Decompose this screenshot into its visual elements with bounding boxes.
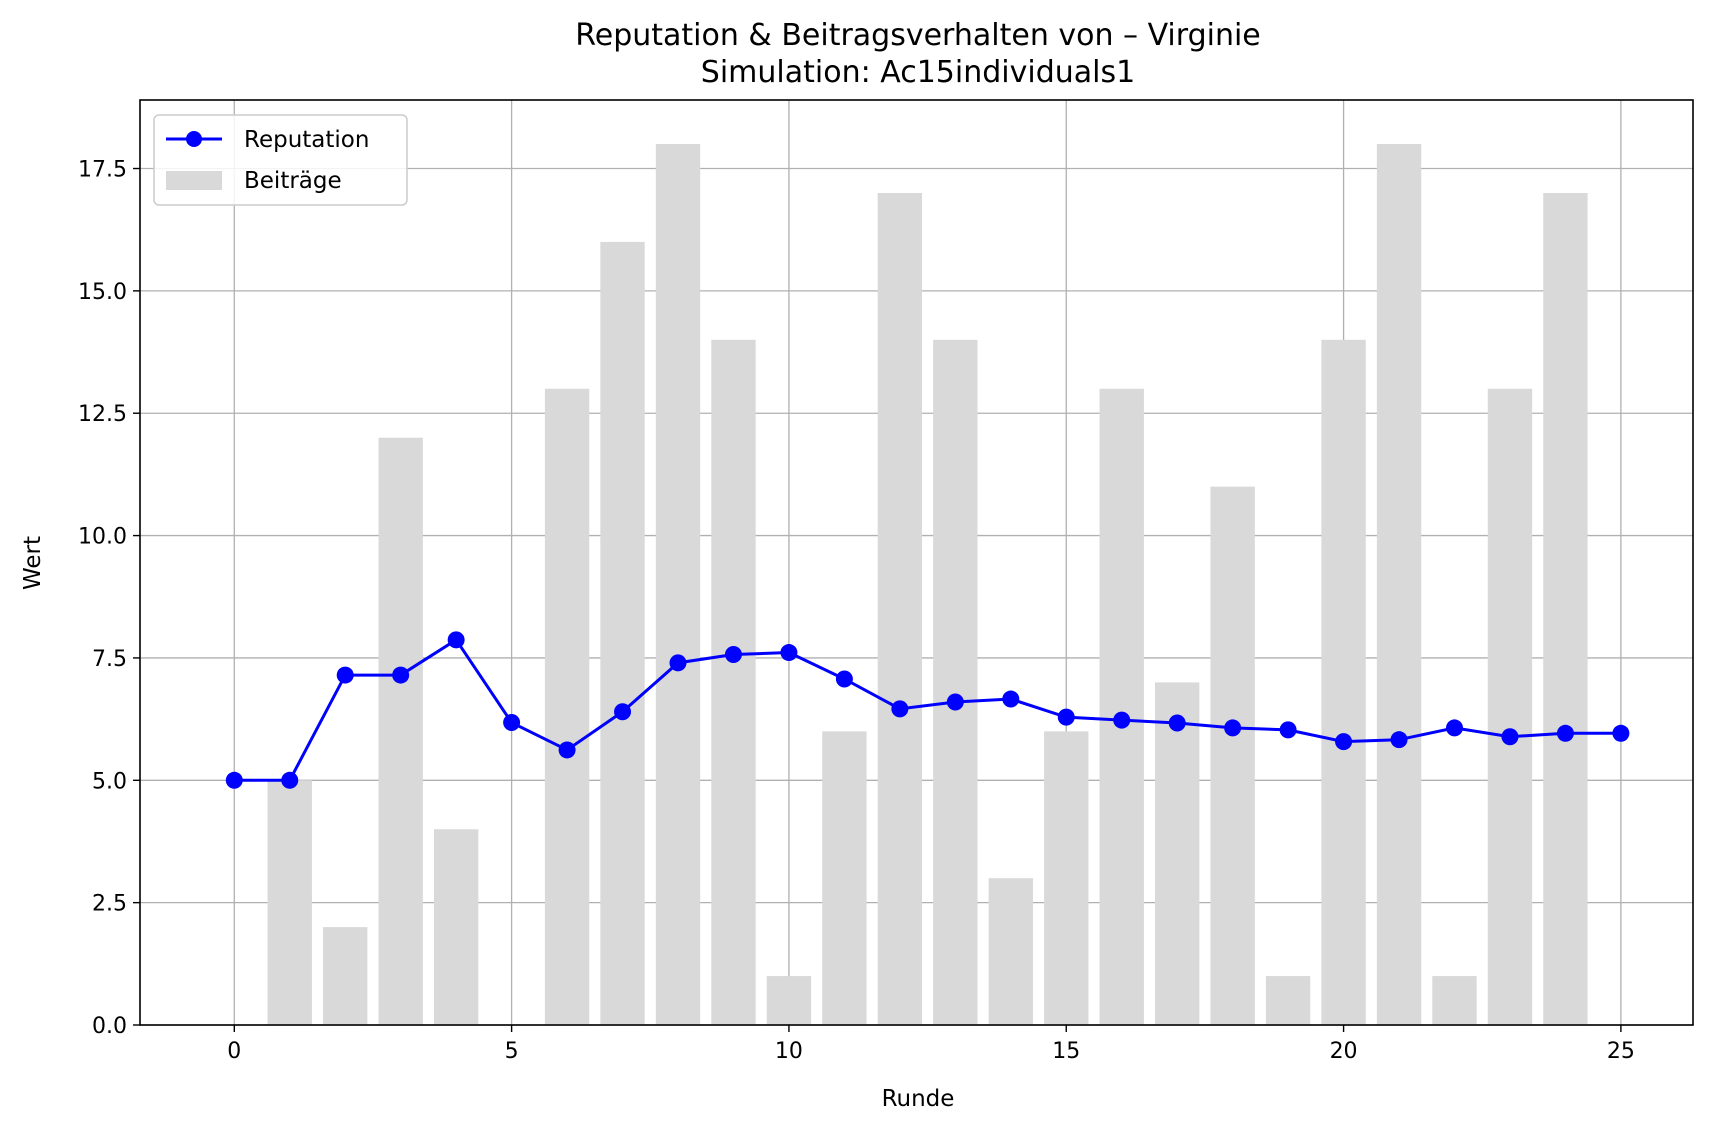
reputation-point (1335, 733, 1353, 751)
reputation-point (503, 714, 521, 732)
bar (433, 829, 479, 1025)
chart-title: Reputation & Beitragsverhalten von – Vir… (575, 18, 1261, 53)
bar (655, 144, 701, 1026)
reputation-point (1224, 719, 1242, 737)
reputation-point (225, 771, 243, 789)
legend-label-reputation: Reputation (244, 127, 369, 153)
legend-marker-swatch (186, 131, 202, 147)
reputation-point (1612, 724, 1630, 742)
bar (1376, 144, 1422, 1026)
y-tick-label: 7.5 (92, 647, 127, 672)
plot-frame (139, 99, 1694, 1026)
line-series (225, 631, 1630, 789)
bar (1154, 682, 1200, 1025)
reputation-point (1113, 711, 1131, 729)
y-tick-label: 15.0 (78, 280, 127, 305)
reputation-point (558, 741, 576, 759)
y-tick-label: 10.0 (78, 525, 127, 550)
y-axis-label: Wert (20, 536, 46, 590)
bar (267, 780, 312, 1025)
x-tick-label: 15 (1052, 1039, 1080, 1064)
y-tick-label: 2.5 (92, 892, 127, 917)
reputation-point (1390, 731, 1408, 749)
bar (600, 241, 645, 1025)
y-tick-label: 5.0 (92, 769, 127, 794)
reputation-point (780, 644, 798, 662)
y-tick-label: 17.5 (78, 158, 127, 183)
reputation-point (281, 771, 299, 789)
x-tick-label: 5 (505, 1039, 519, 1064)
reputation-point (1446, 719, 1464, 737)
reputation-point (1279, 721, 1297, 739)
legend: Reputation Beiträge (153, 114, 408, 206)
reputation-point (392, 666, 410, 684)
bar (378, 437, 423, 1025)
reputation-point (1057, 708, 1075, 726)
bar (1487, 388, 1533, 1026)
bar (1265, 976, 1311, 1025)
x-tick-label: 0 (227, 1039, 241, 1064)
bar (877, 192, 923, 1026)
bar (822, 731, 867, 1025)
bar (1543, 192, 1588, 1026)
reputation-point (891, 700, 909, 718)
reputation-point (946, 693, 964, 711)
bar (544, 388, 590, 1026)
bar (933, 339, 978, 1025)
reputation-line (234, 637, 1621, 782)
reputation-point (669, 654, 687, 672)
x-tick-label: 20 (1330, 1039, 1358, 1064)
bar (323, 927, 368, 1025)
legend-bar-swatch (166, 171, 222, 190)
y-tick-label: 12.5 (78, 402, 127, 427)
bar (1432, 976, 1477, 1025)
reputation-point (1002, 690, 1020, 708)
x-tick-label: 10 (775, 1039, 803, 1064)
reputation-point (447, 631, 465, 649)
legend-label-beitraege: Beiträge (244, 168, 342, 194)
bar (1210, 486, 1255, 1025)
bar (1321, 339, 1366, 1025)
reputation-point (614, 703, 632, 721)
reputation-point (336, 666, 354, 684)
reputation-point (724, 646, 742, 664)
bar (711, 339, 756, 1025)
reputation-point (835, 670, 853, 688)
reputation-point (1556, 724, 1574, 742)
axes (139, 99, 1694, 1026)
x-tick-label: 25 (1607, 1039, 1635, 1064)
bar (988, 878, 1033, 1025)
reputation-point (1501, 728, 1519, 746)
bar-series (267, 144, 1588, 1026)
x-axis-label: Runde (882, 1086, 955, 1112)
reputation-point (1168, 714, 1186, 732)
ticks: 0 5 10 15 20 25 0.0 2.5 5.0 7.5 10.0 12.5 15.0 17.5 (78, 158, 1635, 1064)
bar (1099, 388, 1144, 1026)
chart-subtitle: Simulation: Ac15individuals1 (701, 55, 1135, 90)
y-tick-label: 0.0 (92, 1014, 127, 1039)
bar (1044, 731, 1089, 1025)
bar (766, 976, 812, 1025)
